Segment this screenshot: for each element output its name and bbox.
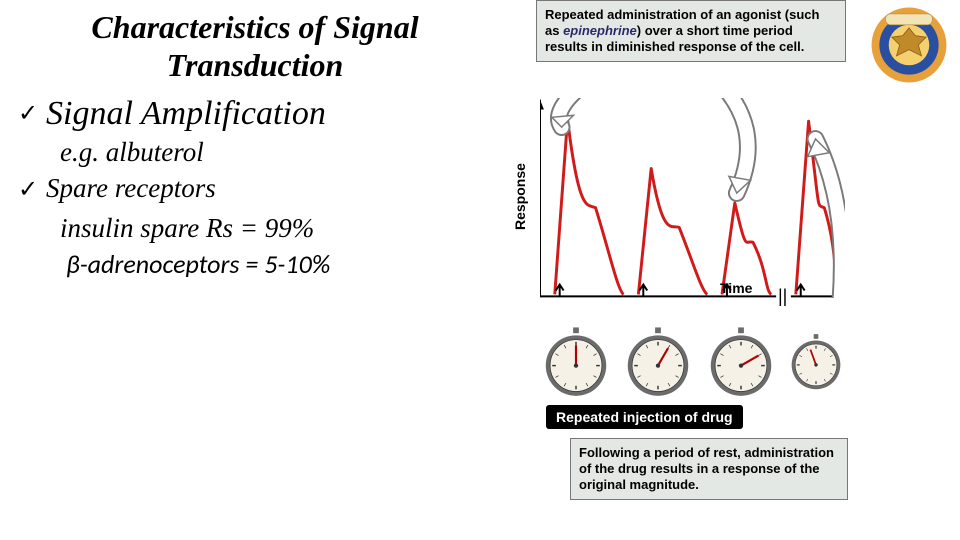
x-axis-label: Time [720, 280, 752, 296]
injection-label-strip: Repeated injection of drug [546, 405, 743, 429]
bullet-2-sub1: insulin spare Rs = 99% [60, 210, 510, 246]
y-axis-label: Response [512, 163, 528, 230]
institution-logo [870, 6, 948, 84]
check-icon: ✓ [18, 170, 46, 210]
title-line-2: Transduction [167, 47, 344, 83]
response-time-chart [540, 98, 845, 298]
chart-svg [540, 98, 845, 298]
slide-root: Characteristics of Signal Transduction ✓… [0, 0, 960, 540]
callout-top-em: epinephrine [563, 23, 637, 38]
stopwatch-2 [622, 326, 694, 398]
logo-svg [870, 6, 948, 84]
stopwatch-3 [705, 326, 777, 398]
check-icon: ✓ [18, 94, 46, 134]
stopwatch-row [540, 322, 845, 402]
bullet-2-pre: e.g. albuterol [60, 134, 510, 170]
slide-title: Characteristics of Signal Transduction [20, 8, 490, 84]
stopwatch-4 [787, 333, 845, 391]
callout-bottom: Following a period of rest, administrati… [570, 438, 848, 500]
bullet-1: ✓ Signal Amplification [18, 94, 510, 134]
axis-break-icon: || [778, 286, 787, 307]
desensitization-figure: Repeated administration of an agonist (s… [510, 0, 855, 520]
bullet-2-sub2: β-adrenoceptors = 5-10% [66, 246, 510, 282]
title-line-1: Characteristics of Signal [91, 9, 418, 45]
callout-top: Repeated administration of an agonist (s… [536, 0, 846, 62]
stopwatch-1 [540, 326, 612, 398]
text-column: Characteristics of Signal Transduction ✓… [0, 0, 510, 282]
bullet-1-text: Signal Amplification [46, 94, 326, 134]
bullet-2: ✓ Spare receptors [18, 170, 510, 210]
bullet-2-text: Spare receptors [46, 170, 216, 206]
